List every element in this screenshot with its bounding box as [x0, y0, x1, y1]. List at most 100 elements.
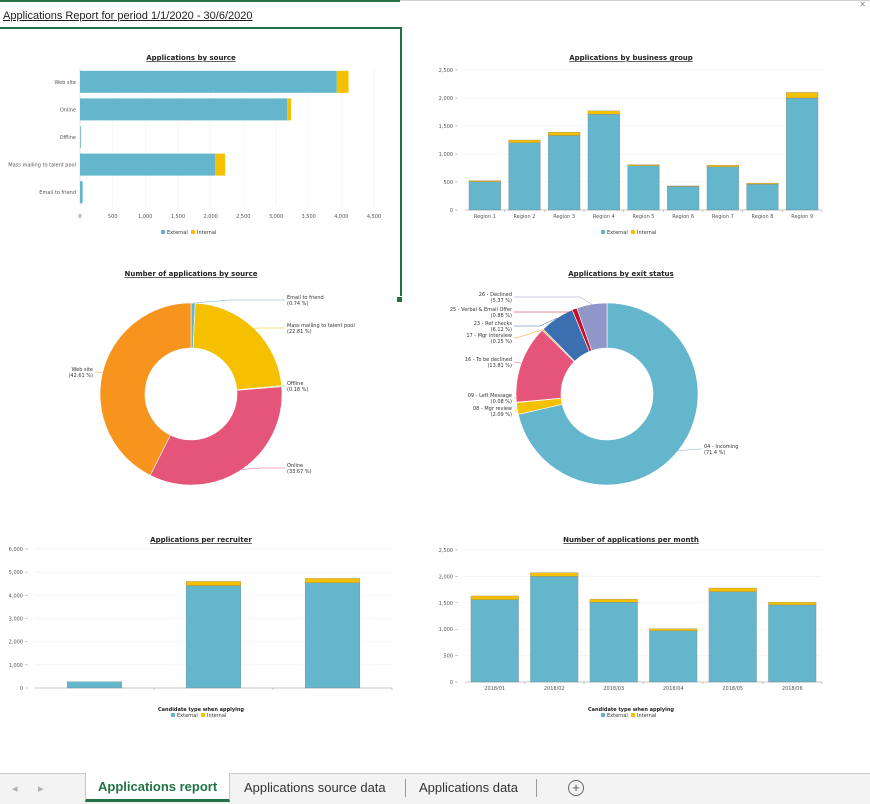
bar — [215, 153, 226, 176]
chevron-left-icon[interactable]: ◂ — [12, 783, 18, 795]
y-tick-label: 3,000 — [9, 617, 23, 623]
leader-line — [193, 299, 285, 304]
chart-per-recruiter[interactable]: Applications per recruiter 0 1,000 2,000 3,0… — [0, 530, 400, 725]
leader-line — [514, 317, 557, 327]
chart-number-by-source[interactable]: Number of applications by source Email to… — [0, 264, 400, 494]
leader-line — [514, 308, 575, 313]
slice-label: 09 - Left Message — [468, 393, 512, 399]
bar — [708, 591, 757, 683]
chart-applications-by-business-group[interactable]: Applications by business group 0 500 1,000 1… — [430, 48, 830, 243]
x-tick-label: 1,000 — [138, 214, 152, 220]
chart-by-exit-status[interactable]: Applications by exit status 04 - Incoming… — [430, 264, 870, 494]
category-label: Region 2 — [514, 214, 536, 220]
bar — [587, 110, 620, 115]
category-label: 2018/05 — [722, 686, 743, 692]
legend-swatch — [631, 230, 635, 234]
bar — [470, 595, 519, 600]
pie-slice — [149, 386, 283, 486]
bar — [667, 185, 700, 187]
bar — [768, 602, 817, 606]
category-label: Email to friend — [39, 190, 76, 196]
leader-line — [678, 448, 702, 451]
chart-per-month[interactable]: Number of applications per month 0 500 1,00… — [430, 530, 830, 725]
leader-line — [514, 361, 522, 364]
slice-label: 08 - Mgr review — [473, 406, 512, 412]
chart-title: Number of applications per month — [563, 536, 699, 544]
x-tick-label: 3,000 — [269, 214, 283, 220]
slice-label: 16 - To be declined — [465, 357, 512, 363]
legend-title: Candidate type when applying — [588, 707, 674, 713]
chevron-right-icon[interactable]: ▸ — [38, 783, 44, 795]
slice-value: (33.67 %) — [287, 469, 312, 475]
category-label: Mass mailing to talent pool — [8, 163, 76, 169]
y-tick-label: 500 — [443, 180, 453, 186]
chart-title: Applications by exit status — [568, 270, 673, 278]
slice-value: (0.88 %) — [491, 313, 512, 319]
chart-applications-by-source[interactable]: Applications by source 0 500 1,000 1,500 2,00… — [0, 48, 400, 243]
slice-label: Email to friend — [287, 295, 324, 301]
chart-selection-frame — [0, 27, 402, 301]
slice-label: Online — [287, 463, 303, 469]
pie-slice — [192, 302, 282, 391]
tab-applications-source-data[interactable]: Applications source data — [244, 780, 386, 795]
category-label: Region 3 — [553, 214, 575, 220]
bar — [708, 587, 757, 592]
legend-entry: Internal — [207, 713, 226, 719]
category-label: Online — [60, 107, 76, 113]
bar — [587, 114, 620, 211]
slice-value: (0.25 %) — [491, 339, 512, 345]
bar — [530, 576, 579, 683]
bar — [589, 602, 638, 683]
bar — [786, 92, 819, 99]
close-icon[interactable]: ✕ — [859, 0, 866, 9]
tab-applications-report[interactable]: Applications report — [85, 773, 231, 802]
category-label: 2018/06 — [782, 686, 803, 692]
x-tick-label: 4,000 — [334, 214, 348, 220]
x-tick-label: 2,000 — [204, 214, 218, 220]
slice-label: Offline — [287, 381, 303, 387]
legend-entry: Internal — [637, 713, 656, 719]
y-tick-label: 6,000 — [9, 547, 23, 553]
chart-resize-handle[interactable] — [396, 296, 403, 303]
chart-title: Applications per recruiter — [150, 536, 252, 544]
bar — [589, 598, 638, 603]
tab-separator — [405, 779, 406, 797]
legend-entry: External — [607, 230, 628, 236]
y-tick-label: 5,000 — [9, 570, 23, 576]
bar — [468, 181, 501, 211]
tab-separator — [536, 779, 537, 797]
slice-label: Mass mailing to talent pool — [287, 323, 355, 329]
bar — [508, 139, 541, 143]
category-label: Region 9 — [791, 214, 813, 220]
bar — [706, 166, 739, 211]
bar — [627, 164, 660, 166]
slice-label: Web site — [71, 367, 93, 373]
category-label: Offline — [60, 135, 76, 141]
report-title: Applications Report for period 1/1/2020 … — [3, 10, 253, 22]
slice-value: (22.81 %) — [287, 329, 312, 335]
y-tick-label: 1,000 — [9, 663, 23, 669]
category-label: Region 6 — [672, 214, 694, 220]
y-tick-label: 4,000 — [9, 593, 23, 599]
top-accent-line — [0, 0, 400, 2]
bar — [304, 578, 361, 583]
plus-circle-icon[interactable]: + — [568, 780, 584, 796]
bar — [185, 581, 242, 586]
y-tick-label: 0 — [450, 208, 453, 214]
category-label: Region 7 — [712, 214, 734, 220]
x-tick-label: 1,500 — [171, 214, 185, 220]
y-tick-label: 1,000 — [439, 627, 453, 633]
category-label: Region 8 — [752, 214, 774, 220]
bar — [627, 165, 660, 211]
bar — [530, 572, 579, 577]
x-tick-label: 2,500 — [236, 214, 250, 220]
bar — [80, 70, 337, 93]
y-tick-label: 2,000 — [9, 640, 23, 646]
tab-applications-data[interactable]: Applications data — [419, 780, 519, 795]
x-tick-label: 0 — [78, 214, 81, 220]
leader-line — [514, 296, 592, 305]
category-label: 2018/03 — [603, 686, 624, 692]
legend-entry: Internal — [637, 230, 656, 236]
slice-value: (6.12 %) — [491, 327, 512, 333]
slice-label: 23 - Ref checks — [474, 321, 513, 327]
